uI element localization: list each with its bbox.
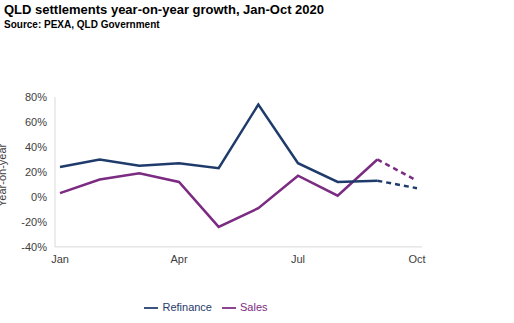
svg-text:Oct: Oct — [408, 253, 425, 265]
svg-text:Apr: Apr — [170, 253, 187, 265]
svg-text:Jan: Jan — [51, 253, 69, 265]
svg-text:60%: 60% — [25, 116, 47, 128]
svg-text:40%: 40% — [25, 141, 47, 153]
svg-text:-20%: -20% — [21, 216, 47, 228]
html-text:Source: PEXA, QLD Government: Source: PEXA, QLD Government — [4, 19, 160, 30]
svg-text:Jul: Jul — [291, 253, 305, 265]
svg-text:20%: 20% — [25, 166, 47, 178]
html-text:Refinance: Refinance — [162, 300, 212, 313]
svg-text:80%: 80% — [25, 91, 47, 103]
svg-text:-40%: -40% — [21, 241, 47, 253]
svg-text:0%: 0% — [31, 191, 47, 203]
html-text:QLD settlements year-on-year g: QLD settlements year-on-year growth, Jan… — [4, 2, 324, 17]
html-text:Sales: Sales — [240, 300, 268, 313]
